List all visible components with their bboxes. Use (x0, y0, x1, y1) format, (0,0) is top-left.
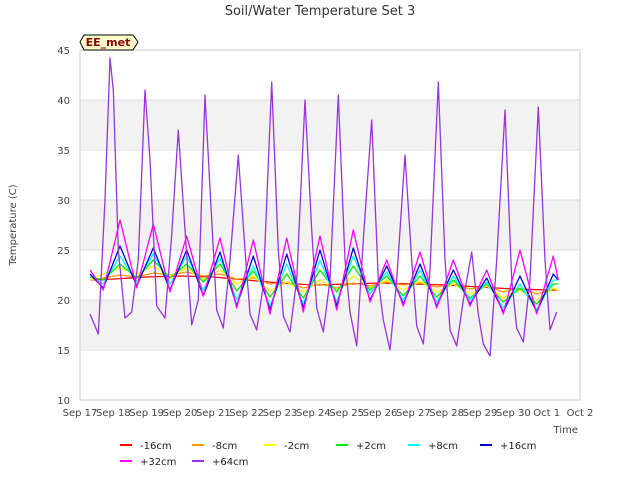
legend-label: +8cm (428, 441, 458, 452)
y-axis-ticks: 10 15 20 25 30 35 40 45 (57, 46, 70, 407)
x-tick-label: Oct 1 (533, 408, 560, 419)
grid-band (80, 300, 580, 350)
x-tick-label: Sep 30 (496, 408, 531, 419)
station-badge: EE_met (79, 34, 139, 51)
x-tick-label: Sep 22 (229, 408, 264, 419)
legend-label: -8cm (212, 441, 237, 452)
x-tick-label: Sep 29 (463, 408, 498, 419)
y-tick-label: 40 (57, 96, 70, 107)
x-tick-label: Sep 19 (129, 408, 164, 419)
x-tick-label: Sep 28 (429, 408, 464, 419)
y-tick-label: 20 (57, 296, 70, 307)
x-tick-label: Sep 21 (196, 408, 231, 419)
chart-title: Soil/Water Temperature Set 3 (225, 4, 416, 19)
series-line (89, 57, 558, 357)
y-axis-label: Temperature (C) (8, 184, 19, 266)
x-axis-label: Time (553, 425, 578, 436)
y-tick-label: 15 (57, 346, 70, 357)
series-lines (89, 57, 559, 357)
legend-label: +32cm (140, 457, 176, 468)
legend-label: -16cm (140, 441, 172, 452)
y-tick-label: 25 (57, 246, 70, 257)
x-tick-label: Sep 20 (163, 408, 198, 419)
legend: -16cm -8cm -2cm +2cm +8cm +16cm +32cm +64cm (120, 441, 536, 468)
grid-band (80, 100, 580, 150)
y-tick-label: 45 (57, 46, 70, 57)
grid-bands (80, 100, 580, 350)
y-tick-label: 30 (57, 196, 70, 207)
legend-label: +16cm (500, 441, 536, 452)
legend-label: +2cm (356, 441, 386, 452)
legend-label: -2cm (284, 441, 309, 452)
station-badge-label: EE_met (86, 36, 131, 49)
x-tick-label: Sep 18 (96, 408, 131, 419)
x-tick-label: Sep 25 (329, 408, 364, 419)
x-tick-label: Sep 17 (63, 408, 98, 419)
legend-label: +64cm (212, 457, 248, 468)
plot-area (79, 49, 581, 401)
x-tick-label: Sep 27 (396, 408, 431, 419)
x-tick-label: Oct 2 (567, 408, 594, 419)
x-tick-label: Sep 24 (296, 408, 331, 419)
y-tick-label: 35 (57, 146, 70, 157)
x-tick-label: Sep 26 (363, 408, 398, 419)
y-tick-label: 10 (57, 396, 70, 407)
series-line (89, 219, 559, 315)
x-tick-label: Sep 23 (263, 408, 298, 419)
grid-band (80, 200, 580, 250)
